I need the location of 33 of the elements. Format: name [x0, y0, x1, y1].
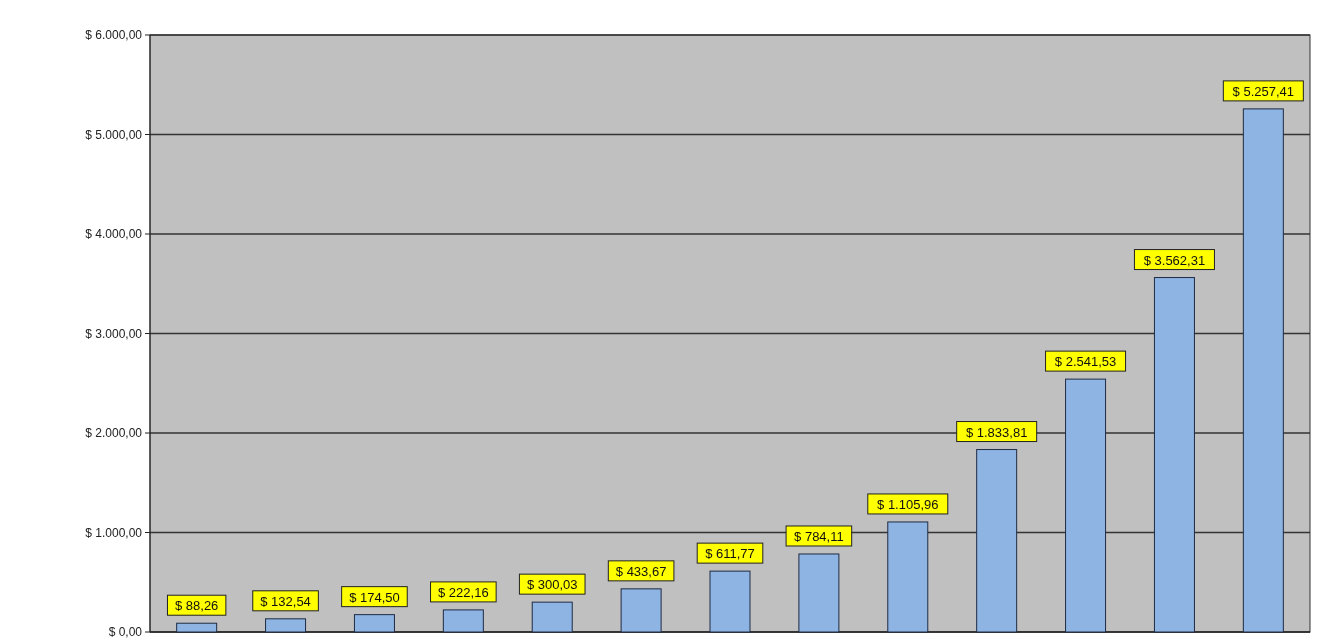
data-label: $ 2.541,53: [1054, 354, 1117, 370]
y-tick-label: $ 1.000,00: [85, 525, 143, 540]
bar: [709, 570, 751, 633]
data-label: $ 132,54: [260, 593, 311, 609]
bar: [265, 618, 307, 633]
bar: [442, 609, 484, 633]
data-label: $ 1.105,96: [877, 496, 939, 512]
data-label: $ 611,77: [705, 546, 755, 562]
data-label: $ 222,16: [438, 584, 489, 600]
bar: [531, 601, 573, 633]
data-label: $ 1.833,81: [965, 424, 1028, 440]
data-label: $ 88,26: [174, 598, 219, 614]
data-label: $ 784,11: [794, 528, 844, 544]
y-tick-label: $ 2.000,00: [85, 426, 143, 440]
data-label: $ 433,67: [615, 563, 667, 579]
bar: [176, 622, 218, 633]
bar: [798, 553, 840, 633]
bar: [1242, 108, 1284, 633]
data-label: $ 300,03: [526, 577, 578, 593]
data-label: $ 174,50: [349, 589, 400, 605]
bar: [976, 449, 1018, 633]
bar: [353, 614, 395, 633]
bar: [620, 588, 662, 633]
y-tick-label: $ 0,00: [108, 625, 143, 639]
data-label: $ 3.562,31: [1143, 252, 1206, 268]
data-label: $ 5.257,41: [1232, 83, 1295, 99]
y-tick-label: $ 3.000,00: [85, 326, 143, 341]
y-tick-label: $ 6.000,00: [85, 28, 143, 42]
bar: [887, 521, 929, 633]
y-tick-label: $ 4.000,00: [85, 227, 143, 241]
y-tick-label: $ 5.000,00: [85, 127, 143, 142]
bar: [1153, 277, 1195, 633]
bar: [1065, 378, 1107, 633]
